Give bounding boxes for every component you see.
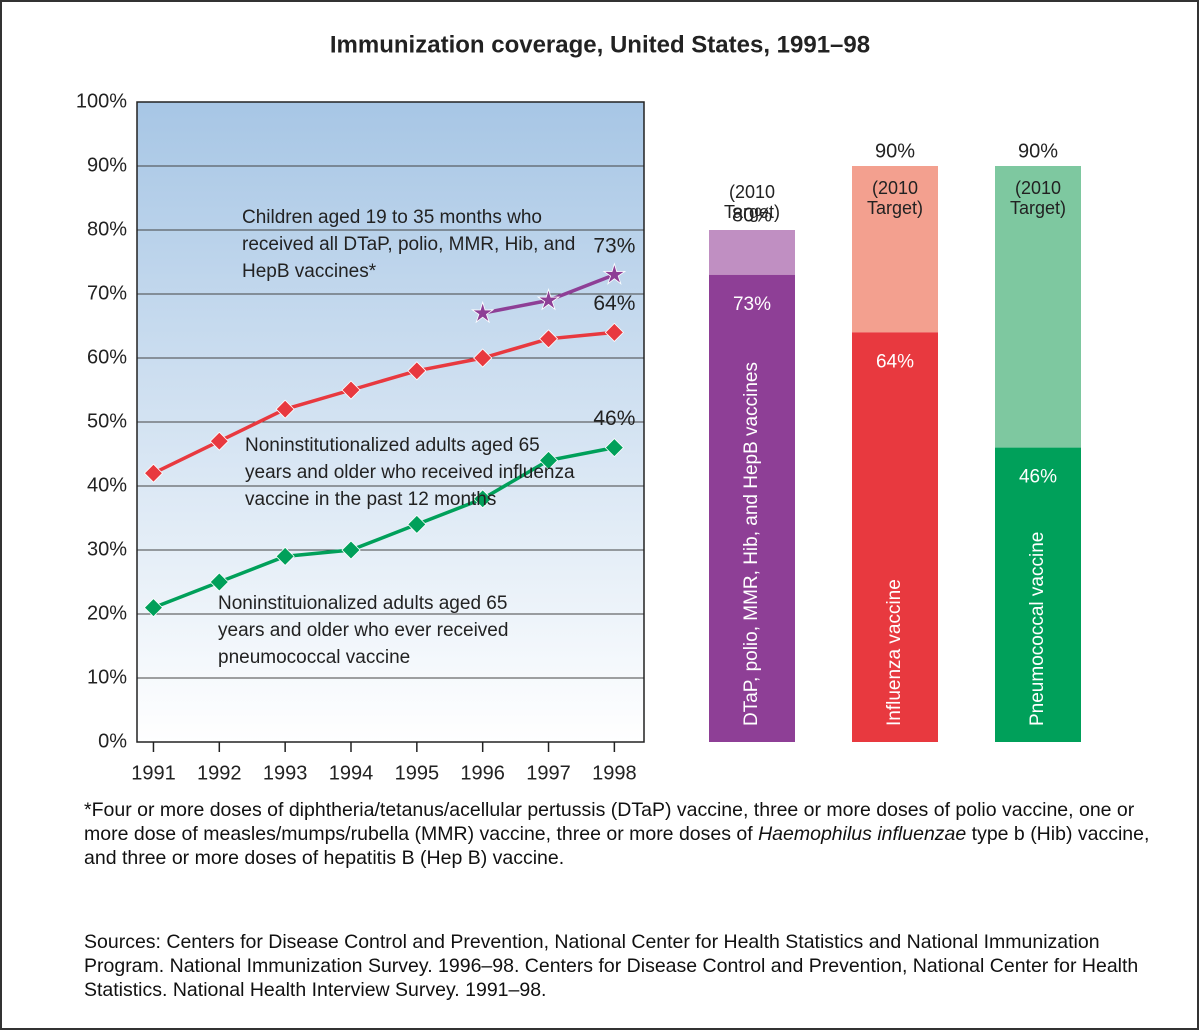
x-tick-label: 1991 (131, 762, 176, 784)
marker (407, 514, 427, 534)
y-tick-label: 60% (87, 346, 127, 368)
x-tick-label: 1998 (592, 762, 637, 784)
marker (538, 329, 559, 349)
data-label: 73% (593, 234, 635, 257)
target-bar (995, 166, 1081, 448)
chart-title: Immunization coverage, United States, 19… (330, 31, 870, 58)
marker (275, 546, 295, 566)
marker (407, 361, 427, 381)
footnote: *Four or more doses of diphtheria/tetanu… (84, 798, 1154, 870)
data-label: 73% (733, 294, 771, 315)
footnote-text: *Four or more doses of diphtheria/tetanu… (84, 799, 1135, 845)
target-label: 80% (732, 204, 772, 226)
x-tick-label: 1995 (395, 762, 440, 784)
series-line (152, 445, 615, 610)
target-label: 90% (875, 140, 915, 162)
x-tick-label: 1997 (526, 762, 571, 784)
y-tick-label: 70% (87, 282, 127, 304)
x-tick-label: 1992 (197, 762, 242, 784)
marker (536, 288, 561, 311)
y-tick-label: 30% (87, 538, 127, 560)
y-tick-label: 0% (98, 730, 127, 752)
x-tick-label: 1993 (263, 762, 308, 784)
sources: Sources: Centers for Disease Control and… (84, 931, 1139, 1001)
data-label: 64% (593, 292, 635, 315)
marker (143, 463, 164, 483)
category-label: Pneumococcal vaccine (1027, 532, 1048, 726)
y-tick-label: 90% (87, 154, 127, 176)
bar (995, 447, 1081, 742)
marker (341, 380, 361, 400)
marker (341, 540, 361, 560)
marker (604, 438, 624, 458)
category-label: DTaP, polio, MMR, Hib, and HepB vaccines (741, 362, 762, 726)
marker (473, 489, 493, 509)
marker (275, 399, 295, 419)
x-tick-label: 1994 (329, 762, 374, 784)
target-label: 90% (1018, 140, 1058, 162)
target-bar (709, 230, 795, 275)
y-tick-label: 40% (87, 474, 127, 496)
category-label: Influenza vaccine (884, 579, 905, 726)
marker (602, 262, 627, 285)
data-label: 46% (1019, 467, 1057, 488)
marker (209, 572, 229, 592)
footnote-text: type b (Hib) vaccine, and three or more … (84, 823, 1150, 869)
plot-frame (136, 101, 645, 743)
y-tick-label: 100% (76, 90, 127, 112)
marker (470, 300, 495, 324)
target-note: (2010 Target) (1009, 178, 1067, 218)
series-label: Children aged 19 to 35 months who receiv… (242, 207, 576, 282)
target-bar (852, 166, 938, 333)
bar (852, 332, 938, 742)
marker (538, 450, 559, 470)
marker (473, 348, 493, 368)
y-tick-label: 10% (87, 666, 127, 688)
marker (209, 431, 229, 451)
target-note: (2010 Target) (866, 178, 924, 218)
data-label: 46% (593, 407, 635, 430)
series-label: Noninstitutionalized adults aged 65 year… (245, 435, 575, 510)
footnote-italic: Haemophilus influenzae (758, 823, 967, 845)
target-note: (2010 Target) (723, 182, 781, 222)
series-line (152, 330, 615, 475)
marker (604, 322, 624, 342)
series-label: Noninstituionalized adults aged 65 years… (218, 593, 509, 668)
y-tick-label: 50% (87, 410, 127, 432)
bar (709, 274, 795, 742)
y-tick-label: 80% (87, 218, 127, 240)
y-tick-label: 20% (87, 602, 127, 624)
data-label: 64% (876, 351, 914, 372)
x-tick-label: 1996 (460, 762, 505, 784)
marker (143, 598, 164, 618)
